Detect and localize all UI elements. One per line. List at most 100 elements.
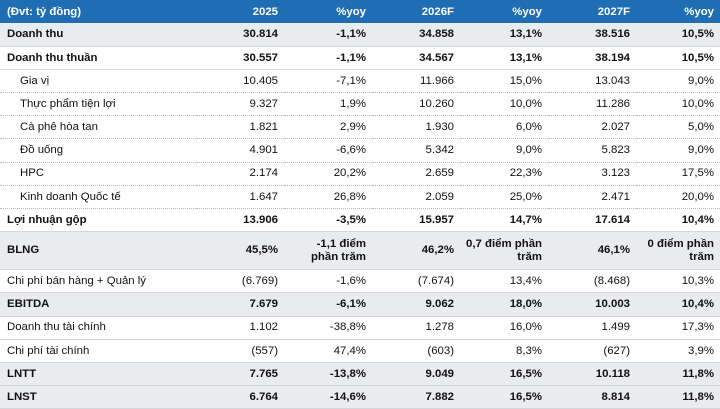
cell-yoy-2025: -1,6% [284, 269, 372, 294]
cell-value-2026f: 34.858 [372, 23, 460, 47]
cell-yoy-2027f: 17,3% [636, 316, 720, 340]
cell-yoy-2026f: 16,5% [460, 362, 548, 387]
cell-yoy-2027f: 10,0% [636, 92, 720, 117]
cell-label: HPC [0, 162, 196, 186]
cell-value-2027f: 38.516 [548, 23, 636, 47]
cell-yoy-2025: -6,6% [284, 138, 372, 163]
table-row: Cà phê hòa tan 1.821 2,9% 1.930 6,0% 2.027 5,0… [0, 115, 720, 140]
cell-value-2027f: 8.814 [548, 385, 636, 409]
cell-value-2025: 30.557 [196, 46, 284, 70]
cell-yoy-2027f: 11,8% [636, 362, 720, 387]
cell-yoy-2027f: 9,0% [636, 138, 720, 163]
cell-value-2025: (557) [196, 339, 284, 363]
table-row: Thực phẩm tiện lợi 9.327 1,9% 10.260 10,0% 11… [0, 92, 720, 117]
cell-label: Đồ uống [0, 138, 196, 163]
cell-yoy-2026f: 14,7% [460, 208, 548, 233]
cell-label: Doanh thu [0, 23, 196, 47]
cell-value-2027f: 3.123 [548, 162, 636, 186]
cell-yoy-2027f: 10,4% [636, 292, 720, 317]
cell-yoy-2027f: 10,3% [636, 269, 720, 294]
cell-value-2025: 45,5% [196, 231, 284, 271]
header-2026f: 2026F [372, 0, 460, 23]
table-row: Kinh doanh Quốc tế 1.647 26,8% 2.059 25,0% 2.… [0, 185, 720, 210]
cell-yoy-2025: -3,5% [284, 208, 372, 233]
cell-value-2027f: 5.823 [548, 138, 636, 163]
cell-value-2027f: 38.194 [548, 46, 636, 70]
cell-yoy-2026f: 8,3% [460, 339, 548, 363]
cell-yoy-2025: -14,6% [284, 385, 372, 409]
cell-yoy-2026f: 16,0% [460, 316, 548, 340]
cell-value-2027f: 17.614 [548, 208, 636, 233]
cell-value-2027f: 2.471 [548, 185, 636, 210]
header-2027f: 2027F [548, 0, 636, 23]
cell-value-2026f: (603) [372, 339, 460, 363]
cell-yoy-2027f: 10,5% [636, 23, 720, 47]
cell-label: LNTT [0, 362, 196, 387]
table-row: BLNG 45,5% -1,1 điểm phần trăm 46,2% 0,7 điể… [0, 231, 720, 271]
cell-yoy-2027f: 3,9% [636, 339, 720, 363]
table-header: (Đvt: tỷ đồng) 2025 %yoy 2026F %yoy 2027… [0, 0, 720, 23]
cell-yoy-2026f: 10,0% [460, 92, 548, 117]
cell-yoy-2026f: 6,0% [460, 115, 548, 140]
table-row: Đồ uống 4.901 -6,6% 5.342 9,0% 5.823 9,0% [0, 138, 720, 163]
cell-label: Cà phê hòa tan [0, 115, 196, 140]
cell-yoy-2026f: 22,3% [460, 162, 548, 186]
cell-yoy-2025: -38,8% [284, 316, 372, 340]
cell-value-2026f: 2.659 [372, 162, 460, 186]
cell-yoy-2027f: 0 điểm phần trăm [636, 231, 720, 271]
cell-value-2025: 2.174 [196, 162, 284, 186]
cell-value-2026f: 15.957 [372, 208, 460, 233]
cell-yoy-2026f: 13,1% [460, 23, 548, 47]
cell-value-2026f: 46,2% [372, 231, 460, 271]
table-row: HPC 2.174 20,2% 2.659 22,3% 3.123 17,5% [0, 162, 720, 186]
cell-yoy-2027f: 10,5% [636, 46, 720, 70]
table-row: Lợi nhuận gộp 13.906 -3,5% 15.957 14,7% 17.61… [0, 208, 720, 233]
cell-value-2025: 30.814 [196, 23, 284, 47]
cell-value-2025: 13.906 [196, 208, 284, 233]
cell-yoy-2025: 1,9% [284, 92, 372, 117]
cell-value-2027f: 13.043 [548, 69, 636, 94]
table-row: Doanh thu thuần 30.557 -1,1% 34.567 13,1% 38.… [0, 46, 720, 70]
cell-value-2026f: 9.062 [372, 292, 460, 317]
cell-yoy-2026f: 16,5% [460, 385, 548, 409]
cell-yoy-2027f: 20,0% [636, 185, 720, 210]
cell-yoy-2025: -1,1 điểm phần trăm [284, 231, 372, 271]
header-yoy-2026f: %yoy [460, 0, 548, 23]
table-row: Doanh thu 30.814 -1,1% 34.858 13,1% 38.516 10,… [0, 23, 720, 47]
cell-value-2026f: 34.567 [372, 46, 460, 70]
cell-value-2027f: 2.027 [548, 115, 636, 140]
cell-yoy-2026f: 9,0% [460, 138, 548, 163]
cell-yoy-2025: 26,8% [284, 185, 372, 210]
cell-value-2026f: 5.342 [372, 138, 460, 163]
header-yoy-2027f: %yoy [636, 0, 720, 23]
cell-value-2025: 4.901 [196, 138, 284, 163]
cell-value-2027f: (627) [548, 339, 636, 363]
cell-value-2026f: 2.059 [372, 185, 460, 210]
cell-value-2027f: 1.499 [548, 316, 636, 340]
cell-value-2027f: (8.468) [548, 269, 636, 294]
cell-label: Doanh thu thuần [0, 46, 196, 70]
table-row: LNTT 7.765 -13,8% 9.049 16,5% 10.118 11,8% [0, 362, 720, 387]
table-row: Chi phí tài chính (557) 47,4% (603) 8,3% (627… [0, 339, 720, 363]
cell-yoy-2025: 2,9% [284, 115, 372, 140]
cell-value-2026f: 1.278 [372, 316, 460, 340]
cell-value-2025: 7.765 [196, 362, 284, 387]
header-unit-label: (Đvt: tỷ đồng) [0, 0, 196, 23]
cell-yoy-2027f: 10,4% [636, 208, 720, 233]
cell-label: Doanh thu tài chính [0, 316, 196, 340]
cell-label: Chi phí tài chính [0, 339, 196, 363]
cell-value-2026f: 10.260 [372, 92, 460, 117]
cell-value-2027f: 10.118 [548, 362, 636, 387]
cell-yoy-2026f: 18,0% [460, 292, 548, 317]
header-row: (Đvt: tỷ đồng) 2025 %yoy 2026F %yoy 2027… [0, 0, 720, 23]
cell-yoy-2025: -1,1% [284, 46, 372, 70]
cell-value-2025: 6.764 [196, 385, 284, 409]
cell-value-2027f: 10.003 [548, 292, 636, 317]
cell-value-2027f: 11.286 [548, 92, 636, 117]
cell-label: EBITDA [0, 292, 196, 317]
cell-value-2027f: 46,1% [548, 231, 636, 271]
cell-label: BLNG [0, 231, 196, 271]
header-2025: 2025 [196, 0, 284, 23]
cell-label: Kinh doanh Quốc tế [0, 185, 196, 210]
cell-value-2025: 7.679 [196, 292, 284, 317]
